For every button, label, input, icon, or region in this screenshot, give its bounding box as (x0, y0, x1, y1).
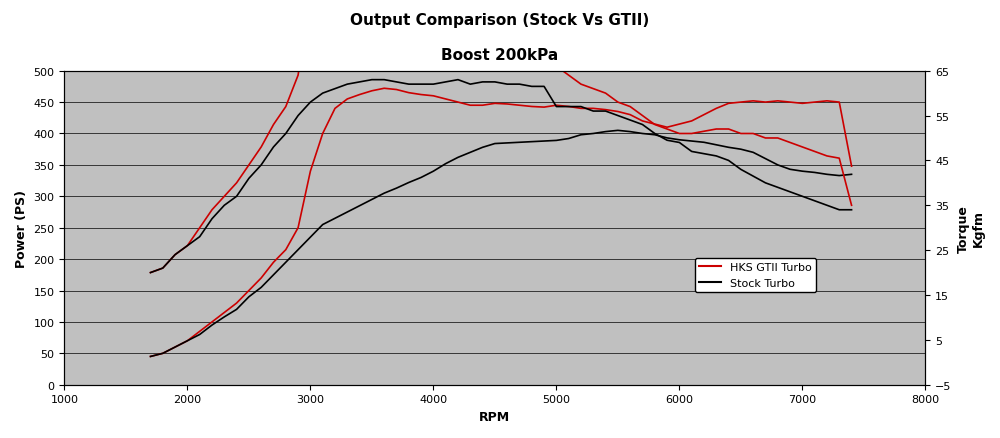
HKS GTII Turbo (846, 164, 858, 170)
HKS GTII Turbo (317, 131, 329, 137)
Text: Output Comparison (Stock Vs GTII): Output Comparison (Stock Vs GTII) (350, 13, 650, 28)
Stock Turbo (304, 235, 316, 240)
HKS GTII Turbo (144, 354, 156, 359)
Stock Turbo (624, 130, 636, 135)
HKS GTII Turbo (821, 99, 833, 104)
Stock Turbo (144, 354, 156, 359)
Stock Turbo (612, 128, 624, 134)
Stock Turbo (846, 172, 858, 177)
Line: HKS GTII Turbo: HKS GTII Turbo (150, 89, 852, 357)
Legend: HKS GTII Turbo, Stock Turbo: HKS GTII Turbo, Stock Turbo (695, 258, 816, 292)
Line: Stock Turbo: Stock Turbo (150, 131, 852, 357)
HKS GTII Turbo (304, 169, 316, 174)
Stock Turbo (673, 138, 685, 143)
Text: Boost 200kPa: Boost 200kPa (441, 48, 559, 63)
Stock Turbo (317, 223, 329, 228)
HKS GTII Turbo (624, 113, 636, 118)
Stock Turbo (747, 150, 759, 155)
X-axis label: RPM: RPM (479, 410, 510, 423)
Stock Turbo (821, 172, 833, 177)
HKS GTII Turbo (673, 122, 685, 127)
Y-axis label: Power (PS): Power (PS) (15, 189, 28, 267)
HKS GTII Turbo (378, 86, 390, 92)
Y-axis label: Torque
Kgfm: Torque Kgfm (957, 204, 985, 252)
HKS GTII Turbo (747, 99, 759, 104)
